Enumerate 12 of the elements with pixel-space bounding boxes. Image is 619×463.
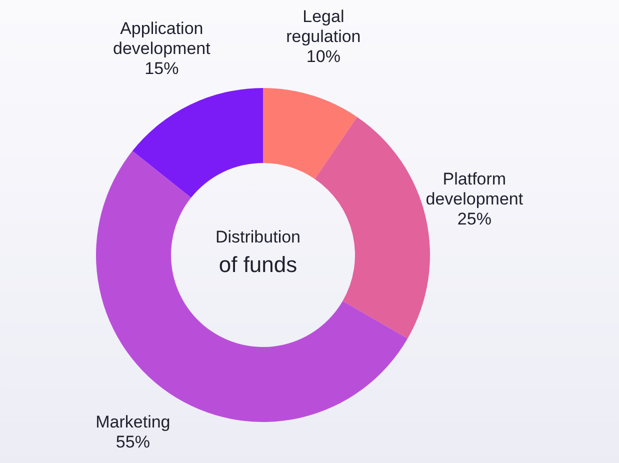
data-label: 10% bbox=[306, 47, 340, 66]
data-label: 55% bbox=[116, 432, 150, 452]
slice-label: Legal regulation bbox=[286, 7, 361, 46]
slice-label: Application development bbox=[113, 19, 211, 58]
text: of funds bbox=[218, 252, 298, 277]
slice-label: Platform development bbox=[426, 170, 524, 210]
donut-slice bbox=[132, 88, 263, 198]
data-label: 25% bbox=[457, 210, 492, 230]
data-label: 15% bbox=[144, 59, 179, 78]
slice-label: Marketing bbox=[96, 412, 170, 432]
donut-slice bbox=[263, 88, 358, 179]
text: Distribution bbox=[215, 227, 301, 246]
